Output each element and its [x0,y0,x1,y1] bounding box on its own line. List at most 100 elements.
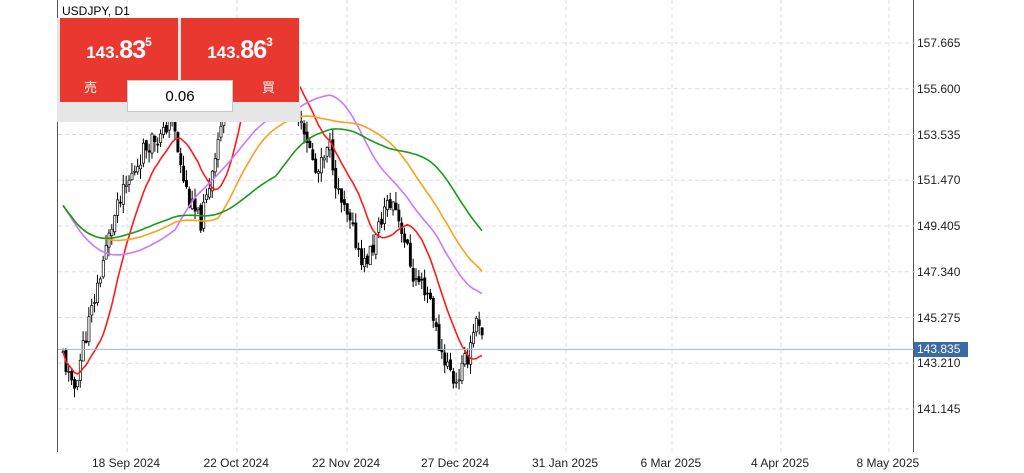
price-axis-label: 141.145 [917,402,961,416]
candle-body [480,327,484,336]
price-axis-label: 143.210 [917,356,961,371]
candle-body [397,209,401,222]
candle-body [365,255,369,265]
candle-body [176,132,180,153]
ma-line-purple [62,94,483,295]
candle-body [429,292,432,299]
candle-body [420,278,424,281]
candle-body [147,150,151,153]
candle-body [446,361,450,367]
candle-body [101,259,105,278]
candle-body [70,371,74,381]
candle-body [354,222,358,248]
candle-body [84,340,88,343]
price-axis-label: 147.340 [917,264,961,279]
candle-body [159,133,163,143]
candle-body [406,239,409,244]
candle-body [302,123,306,135]
candle-body [110,228,114,236]
current-price-tag: 143.835 [914,342,968,358]
candle-body [357,248,361,250]
candle-body [216,139,220,160]
candle-body [182,165,186,182]
candle-body [360,248,364,266]
candle-body [391,201,395,211]
time-axis-label: 6 Mar 2025 [640,456,702,470]
candle-body [457,379,461,382]
candle-body [90,305,94,316]
candle-body [469,342,473,365]
ma-line-slow [62,128,483,240]
price-axis-label: 157.665 [917,36,961,50]
candle-body [119,201,122,204]
candle-body [133,170,137,173]
candle-body [434,322,438,327]
time-axis-label: 18 Sep 2024 [92,456,161,470]
candle-body [308,141,312,149]
candle-body [156,143,160,146]
price-axis-label: 149.405 [917,219,961,233]
candle-body [162,126,165,135]
candle-body [130,172,134,181]
candle-body [414,278,418,280]
price-axis-label: 145.275 [917,310,961,325]
ma-line-mid [62,115,483,273]
candle-body [348,212,352,221]
candle-body [136,166,140,173]
candle-body [374,234,378,255]
candle-body [426,292,430,295]
buy-price: 143.863 [207,35,273,64]
sell-price: 143.835 [86,35,152,64]
candle-body [93,302,97,304]
lot-size-input[interactable] [127,80,233,112]
candle-body [368,245,372,266]
time-axis-label: 22 Oct 2024 [203,456,269,470]
candle-body [363,257,366,268]
candle-body [76,380,79,388]
candle-body [219,125,223,138]
time-axis-label: 27 Dec 2024 [421,456,490,470]
candle-body [205,194,209,200]
one-click-trading-panel: 143.835 売 143.863 買 [57,18,300,122]
time-axis-label: 4 Apr 2025 [751,456,810,470]
candle-body [139,164,143,170]
candle-body [87,316,91,343]
candle-body [116,199,120,216]
candle-body [331,139,335,171]
candle-body [305,131,309,143]
candle-body [408,242,412,267]
candle-body [164,125,168,133]
candle-body [431,297,435,321]
candle-body [474,317,478,333]
candle-body [472,332,475,345]
candle-body [311,149,315,161]
candle-body [113,215,117,233]
candle-body [334,167,338,189]
candle-body [437,324,441,351]
candle-body [460,362,464,382]
candle-body [142,142,145,164]
candle-body [345,203,349,215]
time-axis-label: 31 Jan 2025 [532,456,599,470]
candle-body [388,199,392,208]
candle-body [477,319,481,326]
candle-body [153,136,157,143]
candle-body [124,184,128,188]
candle-body [342,199,346,205]
candle-body [449,359,453,371]
price-axis-label: 153.535 [917,127,961,142]
time-axis-label: 8 May 2025 [856,456,920,470]
candle-body [81,340,85,362]
candle-body [403,233,407,243]
candle-body [196,207,200,211]
candle-body [185,180,188,188]
candle-body [121,184,125,205]
candle-body [451,371,455,384]
candle-body [317,171,320,174]
buy-label: 買 [261,80,275,95]
candle-body [394,202,398,210]
candle-body [325,147,329,157]
candle-body [417,276,421,283]
candle-body [213,158,217,173]
candle-body [127,179,131,185]
